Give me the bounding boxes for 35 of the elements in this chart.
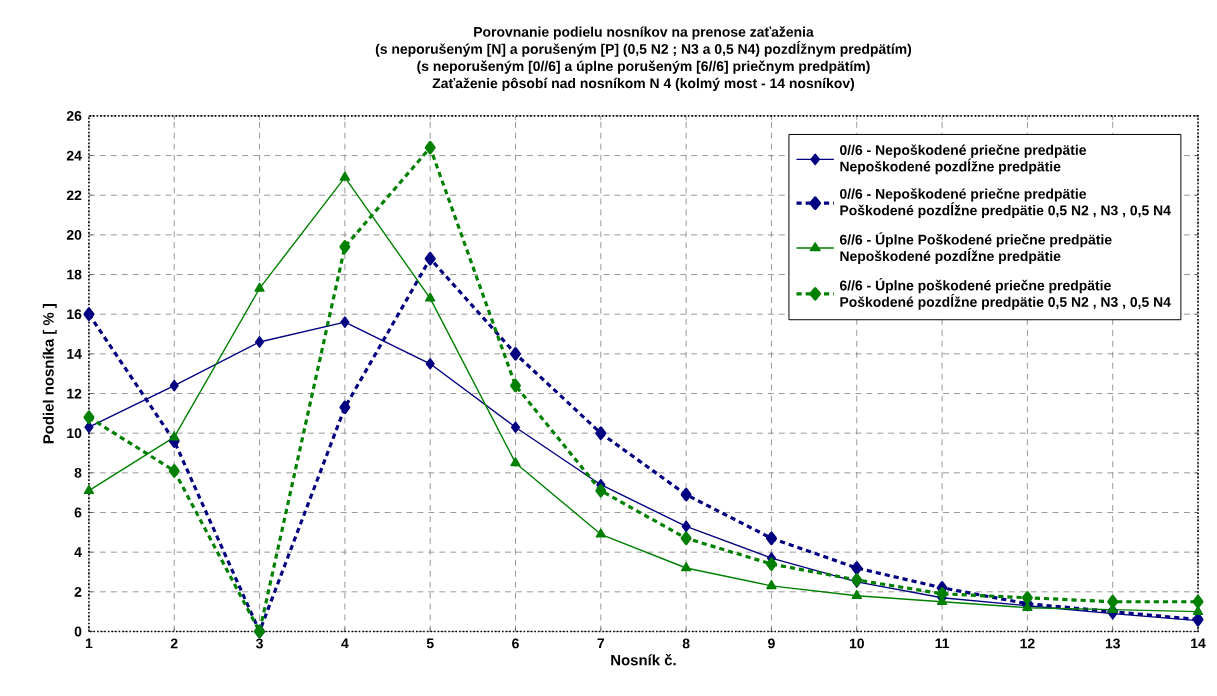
y-tick-label: 22 — [66, 190, 82, 200]
legend-label: 6//6 - Úplne Poškodené priečne predpätie Nepoškodené pozdĺžne predpätie — [839, 231, 1112, 264]
y-tick-label: 2 — [74, 586, 82, 597]
x-tick-label: 11 — [935, 638, 950, 648]
x-tick-label: 8 — [682, 638, 690, 649]
x-tick-label: 2 — [170, 638, 178, 649]
legend-label: 6//6 - Úplne poškodené priečne predpätie Poškodené pozdĺžne predpätie 0,5 N2 , N3 , 0,5 N4 — [839, 277, 1171, 310]
x-tick-label: 7 — [597, 638, 605, 648]
y-tick-label: 26 — [66, 110, 82, 121]
x-tick-label: 10 — [849, 638, 864, 649]
x-tick-label: 12 — [1020, 638, 1035, 649]
chart-title: Porovnanie podielu nosníkov na prenose zaťaženia (s neporušeným [N] a porušeným [P] (0,5 N2 ; N3 a 0,5 N4) pozdĺžnym predpätím) (s neporušeným [0//6] a úplne porušeným [6//6] priečnym predpätím) Zaťaženie pôsobí nad nosníkom N 4 (kolmý most - 14 nosníkov) — [375, 26, 912, 91]
y-tick-label: 24 — [66, 150, 82, 161]
y-tick-label: 6 — [74, 507, 82, 518]
y-tick-label: 0 — [74, 626, 82, 637]
y-axis-title: Podiel nosníka [ % ] — [42, 303, 57, 444]
y-tick-label: 18 — [67, 269, 82, 280]
legend-label: 0//6 - Nepoškodené priečne predpätie Nepoškodené pozdĺžne predpätie — [840, 144, 1087, 175]
x-tick-label: 4 — [341, 638, 349, 648]
x-tick-label: 5 — [426, 638, 434, 649]
legend-label: 0//6 - Nepoškodené priečne predpätie Poškodené pozdĺžne predpätie 0,5 N2 , N3 , 0,5 N4 — [840, 188, 1171, 218]
x-tick-label: 6 — [512, 638, 519, 649]
x-tick-label: 3 — [256, 638, 263, 649]
y-tick-label: 20 — [66, 229, 82, 240]
y-tick-label: 8 — [74, 467, 82, 478]
y-tick-label: 12 — [67, 388, 82, 399]
y-tick-label: 14 — [67, 348, 82, 359]
x-tick-label: 1 — [85, 638, 93, 648]
y-tick-label: 4 — [74, 547, 82, 557]
x-axis-title: Nosník č. — [611, 653, 676, 666]
x-tick-label: 13 — [1105, 638, 1120, 649]
y-tick-label: 16 — [67, 309, 82, 319]
y-tick-label: 10 — [67, 428, 82, 438]
x-tick-label: 14 — [1191, 638, 1206, 648]
x-tick-label: 9 — [768, 638, 775, 649]
